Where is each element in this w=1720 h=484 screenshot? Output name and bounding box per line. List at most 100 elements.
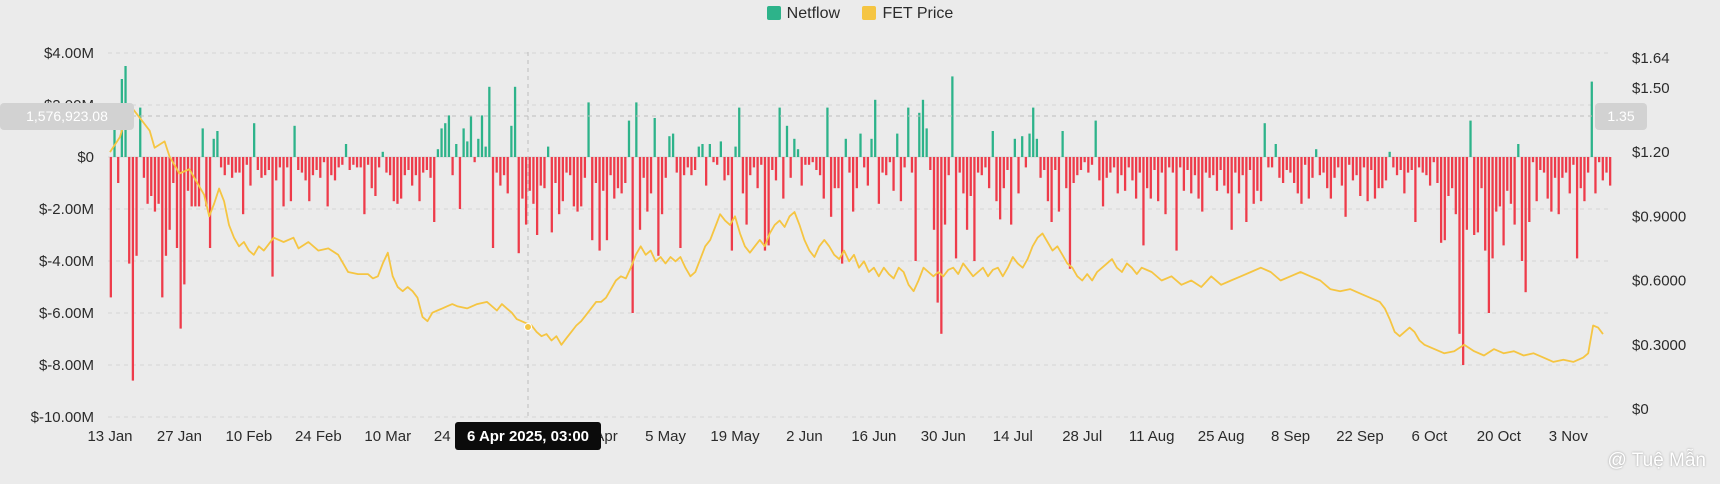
netflow-bar xyxy=(778,107,781,157)
netflow-bar xyxy=(1377,157,1380,189)
netflow-bar xyxy=(653,118,656,157)
netflow-bar xyxy=(326,157,329,207)
netflow-bar xyxy=(179,157,182,329)
netflow-bar xyxy=(1278,157,1281,178)
netflow-bar xyxy=(1289,157,1292,173)
netflow-bar xyxy=(517,157,520,254)
netflow-bar xyxy=(414,157,417,176)
netflow-bar xyxy=(1281,157,1285,183)
legend-price[interactable]: FET Price xyxy=(862,5,953,23)
netflow-bar xyxy=(789,157,792,178)
x-axis-tick: 2 Jun xyxy=(786,428,823,445)
netflow-bar xyxy=(172,157,175,183)
netflow-bar xyxy=(811,157,814,163)
legend-netflow[interactable]: Netflow xyxy=(766,5,840,23)
netflow-bar xyxy=(1057,157,1061,212)
netflow-bar xyxy=(480,115,484,157)
netflow-bar xyxy=(929,157,932,170)
left-axis-tick: $-10.00M xyxy=(31,409,94,426)
netflow-bar xyxy=(370,157,373,189)
netflow-bar xyxy=(113,107,116,157)
netflow-bar xyxy=(598,157,601,251)
netflow-bar xyxy=(502,157,506,176)
netflow-bar xyxy=(1168,157,1171,168)
netflow-bar xyxy=(1094,120,1097,157)
netflow-bar xyxy=(547,146,550,157)
netflow-bar xyxy=(738,107,741,157)
netflow-bar xyxy=(642,157,645,178)
netflow-bar xyxy=(910,157,914,173)
netflow-bar xyxy=(264,157,267,176)
netflow-bar xyxy=(572,157,576,207)
netflow-bar xyxy=(1296,157,1299,194)
netflow-bar xyxy=(1535,157,1538,202)
left-axis-tick: $-2.00M xyxy=(39,201,94,218)
netflow-bar xyxy=(1359,157,1362,196)
netflow-bar xyxy=(1079,157,1083,170)
netflow-bar xyxy=(1164,157,1167,215)
netflow-bar xyxy=(987,157,991,189)
netflow-bar xyxy=(253,123,256,157)
netflow-bar xyxy=(554,157,557,183)
netflow-bar xyxy=(796,149,800,157)
netflow-bar xyxy=(605,157,609,241)
left-axis: $4.00M$2.00M$0$-2.00M$-4.00M$-6.00M$-8.0… xyxy=(31,45,94,426)
netflow-bar xyxy=(1002,157,1005,189)
netflow-bar xyxy=(183,157,186,285)
netflow-bar xyxy=(1594,157,1597,194)
netflow-bar xyxy=(1134,157,1138,199)
netflow-bar xyxy=(1032,107,1035,157)
netflow-bar xyxy=(433,157,436,222)
netflow-bar xyxy=(1373,157,1377,199)
netflow-bar xyxy=(1451,157,1454,189)
netflow-bar xyxy=(333,157,337,181)
netflow-bar xyxy=(440,128,443,157)
netflow-bar xyxy=(1245,157,1248,222)
netflow-bar xyxy=(1248,157,1252,170)
netflow-bar xyxy=(1105,157,1108,178)
left-axis-tick: $-6.00M xyxy=(39,305,94,322)
hover-point xyxy=(524,323,532,331)
right-axis-tick: $0.9000 xyxy=(1632,208,1686,225)
netflow-bar xyxy=(256,157,259,170)
netflow-bar xyxy=(1190,157,1193,194)
netflow-bar xyxy=(565,157,568,173)
netflow-bar xyxy=(1517,144,1520,157)
netflow-bar xyxy=(429,157,432,178)
netflow-bar xyxy=(374,157,377,196)
netflow-bar xyxy=(1417,157,1421,168)
netflow-bar xyxy=(1065,157,1068,189)
netflow-bar xyxy=(403,157,406,176)
netflow-bar xyxy=(1142,157,1145,246)
netflow-bar xyxy=(271,157,274,277)
netflow-bar xyxy=(903,157,906,168)
netflow-bar xyxy=(1318,157,1321,176)
netflow-bar xyxy=(543,157,546,189)
x-axis-tick: 6 Oct xyxy=(1412,428,1449,445)
netflow-bar xyxy=(1193,157,1197,176)
netflow-bar xyxy=(436,149,440,157)
legend-price-label: FET Price xyxy=(882,5,954,22)
netflow-bar xyxy=(219,157,223,168)
netflow-bar xyxy=(730,157,734,251)
netflow-bar xyxy=(561,157,564,202)
netflow-bar xyxy=(1300,157,1303,204)
netflow-bar xyxy=(535,157,539,235)
netflow-bar xyxy=(686,157,689,168)
netflow-bar xyxy=(1054,157,1057,170)
right-axis-tick: $1.20 xyxy=(1632,144,1670,161)
netflow-bar xyxy=(1024,157,1028,168)
netflow-bar xyxy=(1384,157,1388,181)
netflow-bar xyxy=(804,157,807,165)
netflow-bar xyxy=(344,144,348,157)
netflow-bar xyxy=(1039,157,1042,178)
netflow-bar xyxy=(186,157,190,191)
netflow-bar xyxy=(1362,157,1366,168)
netflow-bar xyxy=(1340,157,1344,186)
x-axis-tick: 27 Jan xyxy=(157,428,202,445)
netflow-bar xyxy=(1160,157,1163,173)
netflow-bar xyxy=(763,157,767,251)
netflow-bar xyxy=(671,133,675,157)
netflow-bar xyxy=(1021,136,1024,157)
